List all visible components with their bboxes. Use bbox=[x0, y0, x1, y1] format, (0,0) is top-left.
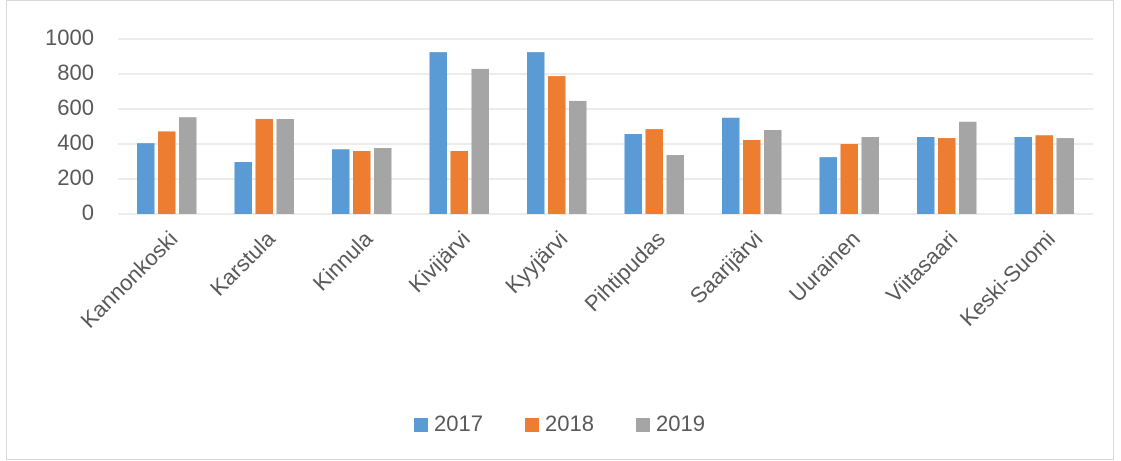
bar bbox=[764, 130, 782, 214]
bar bbox=[938, 138, 956, 214]
bar bbox=[158, 131, 176, 214]
bar bbox=[332, 149, 350, 214]
legend-label: 2018 bbox=[545, 411, 594, 436]
bar bbox=[548, 76, 566, 214]
y-tick-label: 800 bbox=[57, 60, 94, 85]
bar bbox=[234, 162, 252, 214]
bar bbox=[722, 117, 740, 214]
bar bbox=[471, 68, 489, 214]
bar bbox=[1014, 137, 1032, 214]
bar bbox=[255, 118, 273, 214]
bar bbox=[819, 157, 837, 214]
bar bbox=[959, 121, 977, 214]
bar bbox=[450, 151, 468, 214]
y-tick-label: 1000 bbox=[45, 25, 94, 50]
bar bbox=[917, 137, 935, 214]
legend-swatch bbox=[414, 418, 428, 432]
bar bbox=[840, 144, 858, 214]
bar bbox=[569, 100, 587, 214]
legend-swatch bbox=[525, 418, 539, 432]
bar bbox=[645, 129, 663, 214]
y-tick-label: 600 bbox=[57, 95, 94, 120]
bar bbox=[179, 117, 197, 214]
bar bbox=[137, 143, 155, 214]
bar bbox=[374, 148, 392, 214]
y-tick-label: 200 bbox=[57, 165, 94, 190]
bar bbox=[861, 137, 879, 214]
legend-swatch bbox=[636, 418, 650, 432]
bar bbox=[666, 155, 684, 214]
bar bbox=[743, 139, 761, 214]
bar bbox=[353, 151, 371, 214]
bar bbox=[429, 52, 447, 214]
bar bbox=[527, 52, 545, 214]
bar bbox=[1056, 138, 1074, 214]
legend-label: 2017 bbox=[434, 411, 483, 436]
legend-label: 2019 bbox=[656, 411, 705, 436]
bar bbox=[624, 134, 642, 214]
y-tick-label: 400 bbox=[57, 130, 94, 155]
bar bbox=[1035, 135, 1053, 214]
bar bbox=[276, 118, 294, 214]
y-tick-label: 0 bbox=[82, 200, 94, 225]
